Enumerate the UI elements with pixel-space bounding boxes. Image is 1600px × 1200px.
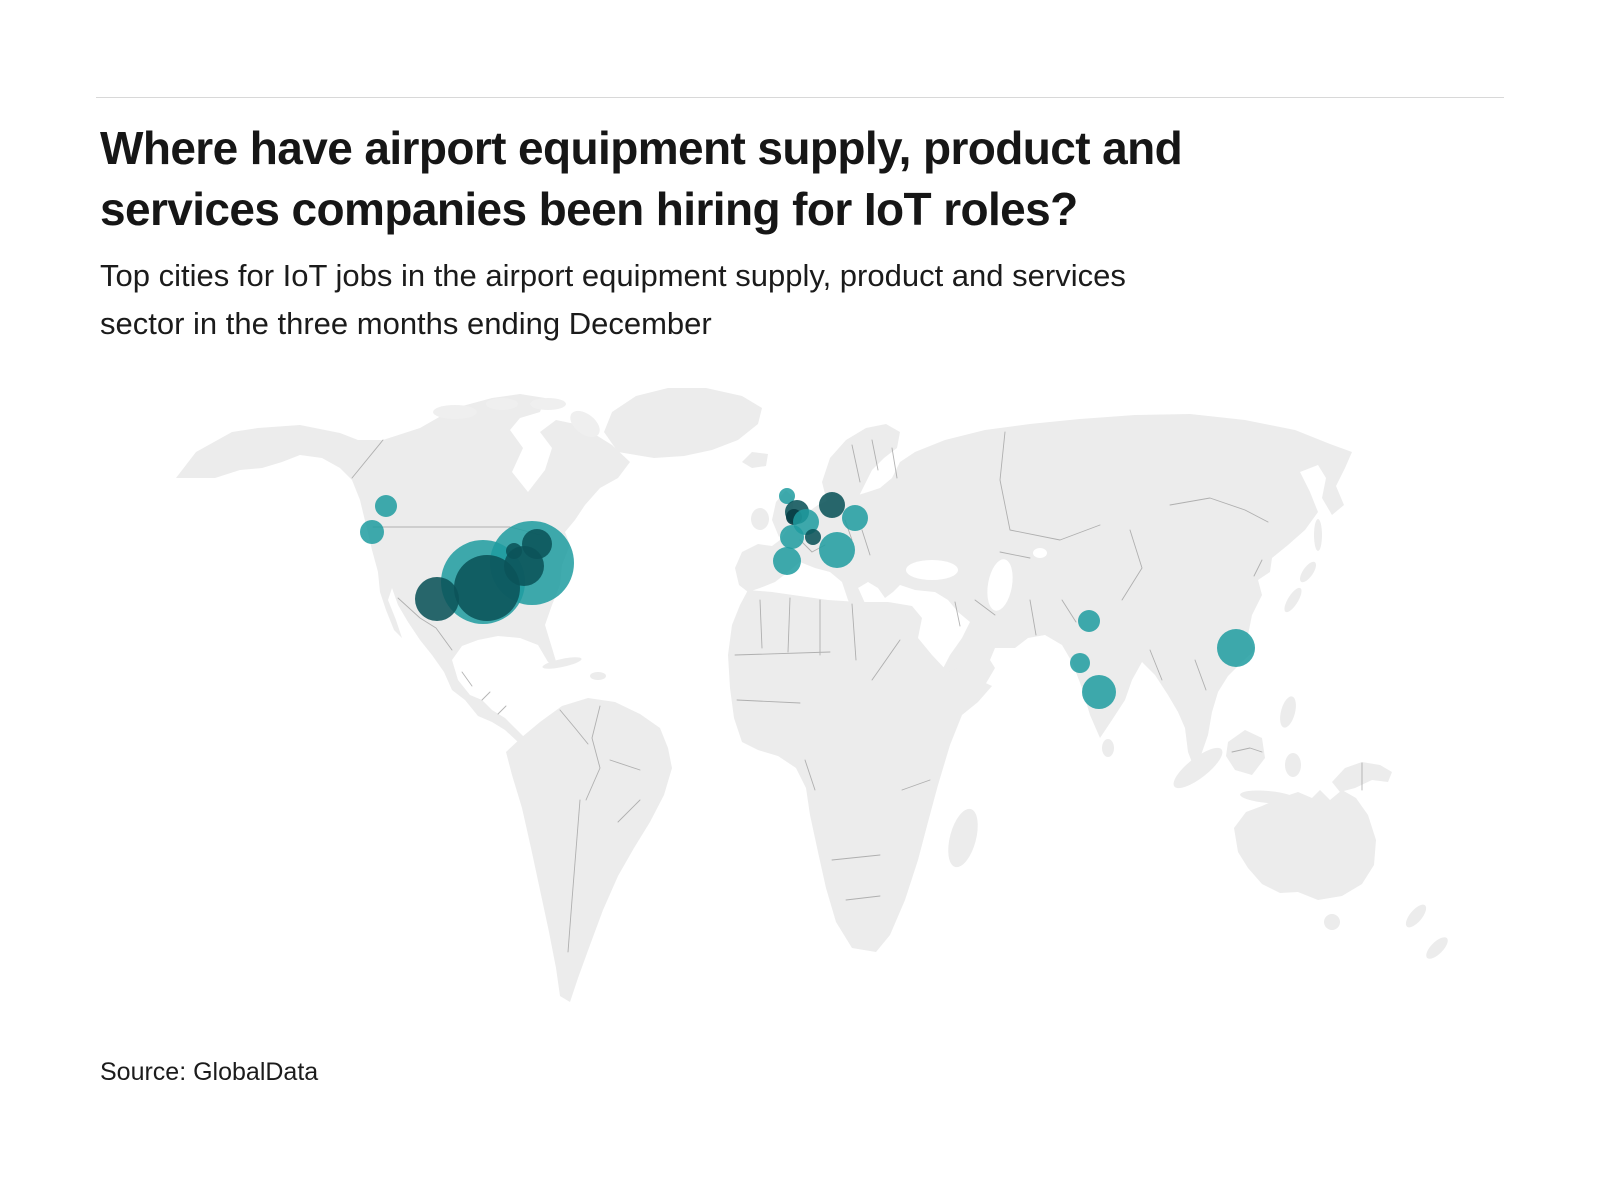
text-line: Where have airport equipment supply, pro… <box>100 122 1183 174</box>
city-bubble[interactable] <box>819 492 845 518</box>
island-iceland <box>742 452 768 468</box>
page-subtitle: Top cities for IoT jobs in the airport e… <box>100 252 1500 348</box>
border-borneo <box>1231 747 1263 753</box>
continent-australia <box>1234 790 1376 900</box>
border-alaska-canada <box>351 439 384 479</box>
island-greenland <box>604 388 762 458</box>
city-bubble[interactable] <box>780 525 804 549</box>
caspian-sea <box>987 559 1013 611</box>
borders-asia <box>954 431 1269 691</box>
city-bubble[interactable] <box>375 495 397 517</box>
land-layer <box>176 388 1448 1002</box>
city-bubble[interactable] <box>819 532 855 568</box>
borders-africa <box>734 597 931 901</box>
city-bubble[interactable] <box>779 488 795 504</box>
continent-eurasia <box>735 414 1352 770</box>
continent-south-america <box>506 698 672 1002</box>
top-divider <box>96 97 1504 98</box>
island-cuba <box>542 657 582 669</box>
continent-north-america <box>176 394 630 742</box>
island-sumatra <box>1173 747 1223 789</box>
island-sri-lanka <box>1102 739 1114 757</box>
text-line: Top cities for IoT jobs in the airport e… <box>100 258 1126 293</box>
black-sea <box>906 560 958 580</box>
island-madagascar <box>948 808 978 868</box>
island-nz-north <box>1405 904 1427 928</box>
page-title: Where have airport equipment supply, pro… <box>100 118 1400 239</box>
continent-africa <box>728 590 992 952</box>
city-bubble[interactable] <box>773 547 801 575</box>
island-baffin <box>570 410 600 438</box>
island-japan-north <box>1299 561 1317 583</box>
bubble-layer <box>360 488 1255 709</box>
island-sakhalin <box>1314 519 1322 551</box>
source-caption: Source: GlobalData <box>100 1058 319 1086</box>
border-us-mexico <box>397 597 453 651</box>
island-arctic-3 <box>530 398 566 410</box>
city-bubble[interactable] <box>415 577 459 621</box>
island-borneo <box>1226 730 1265 775</box>
island-nz-south <box>1426 937 1448 959</box>
city-bubble[interactable] <box>360 520 384 544</box>
island-tasmania <box>1324 914 1340 930</box>
city-bubble[interactable] <box>454 555 520 621</box>
text-line: services companies been hiring for IoT r… <box>100 182 1078 235</box>
text-line: sector in the three months ending Decemb… <box>100 306 712 342</box>
island-hispaniola <box>590 672 606 680</box>
island-arctic-1 <box>433 405 477 419</box>
borders-central-america <box>461 671 507 715</box>
island-philippines <box>1280 696 1296 728</box>
borders-europe <box>799 439 898 556</box>
island-arctic-2 <box>486 398 518 410</box>
island-japan-south <box>1284 587 1302 613</box>
city-bubble[interactable] <box>1070 653 1090 673</box>
city-bubble[interactable] <box>1217 629 1255 667</box>
city-bubble[interactable] <box>506 543 522 559</box>
peninsula-scandinavia <box>822 424 900 510</box>
island-sulawesi <box>1285 753 1301 777</box>
borders-south-america <box>559 705 641 953</box>
city-bubble[interactable] <box>1078 610 1100 632</box>
island-ireland <box>751 508 769 530</box>
city-bubble[interactable] <box>1082 675 1116 709</box>
city-bubble[interactable] <box>842 505 868 531</box>
city-bubble[interactable] <box>805 529 821 545</box>
aral-sea <box>1033 548 1047 558</box>
